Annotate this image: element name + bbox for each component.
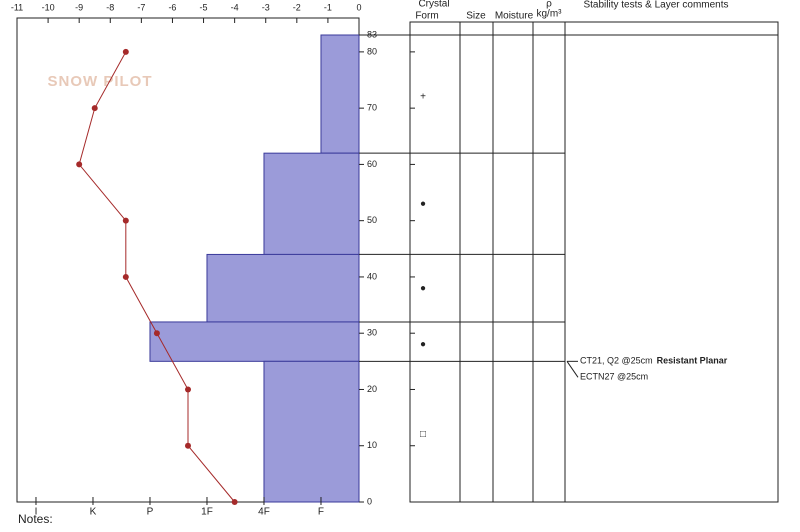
depth-tick-label: 70 [367, 103, 377, 113]
hardness-bar [263, 360, 360, 503]
grain-form: ● [420, 283, 426, 294]
depth-tick-label: 83 [367, 29, 377, 39]
grain-form: ● [420, 339, 426, 350]
hardness-tick-label: P [147, 507, 154, 518]
temperature-point [185, 386, 191, 393]
comment-emphasis: Resistant Planar [657, 356, 728, 366]
comment-text: ECTN27 @25cm [580, 372, 648, 382]
comment: ECTN27 @25cm [580, 372, 648, 382]
hardness-tick-label: 1F [201, 507, 213, 518]
grain-form: ● [420, 198, 426, 209]
grain-form: + [420, 92, 426, 103]
temperature-point [91, 105, 98, 112]
temperature-point [122, 273, 129, 280]
temp-tick-label: -6 [168, 2, 176, 12]
header-comments: Stability tests & Layer comments [583, 0, 728, 11]
hardness-bar [149, 321, 360, 362]
depth-tick-label: 30 [367, 328, 377, 338]
temperature-point [122, 48, 129, 55]
hardness-bar [206, 253, 360, 323]
temp-tick-label: -9 [75, 2, 83, 12]
depth-tick-label: 10 [367, 440, 377, 450]
hardness-tick-label: F [318, 507, 324, 518]
depth-tick-label: 40 [367, 271, 377, 281]
temp-tick-label: -4 [231, 2, 239, 12]
header-density-unit: kg/m³ [537, 9, 563, 20]
table-frame [409, 21, 779, 503]
temperature-point [231, 499, 238, 505]
temperature-point [122, 217, 129, 224]
comment: CT21, Q2 @25cm Resistant Planar [580, 356, 728, 366]
hardness-tick-label: K [90, 507, 97, 518]
depth-tick-label: 0 [367, 496, 372, 506]
header-rho: ρ [546, 0, 552, 10]
temperature-point [185, 442, 191, 449]
temperature-point [76, 161, 83, 168]
logo: SNOW PILOT [48, 73, 153, 90]
temp-tick-label: -5 [200, 2, 208, 12]
depth-tick-label: 20 [367, 384, 377, 394]
hardness-bar [320, 34, 360, 154]
temp-tick-label: -2 [293, 2, 301, 12]
temp-tick-label: -8 [106, 2, 114, 12]
depth-tick-label: 50 [367, 215, 377, 225]
grain-form: □ [420, 429, 426, 440]
temp-tick-label: -3 [262, 2, 270, 12]
hardness-tick-label: 4F [258, 507, 270, 518]
temp-tick-label: -1 [324, 2, 332, 12]
header-size: Size [466, 11, 486, 22]
temp-tick-label: -7 [137, 2, 145, 12]
hardness-tick-label: I [35, 507, 38, 518]
depth-tick-label: 80 [367, 46, 377, 56]
table-columns [459, 22, 566, 502]
comment-arrow [566, 361, 579, 378]
header-moisture: Moisture [495, 11, 534, 22]
depth-tick-label: 60 [367, 159, 377, 169]
header-form: Form [415, 11, 438, 22]
temperature-point [153, 330, 160, 337]
hardness-bar [263, 152, 360, 255]
notes-label: Notes: [18, 512, 53, 526]
header-crystal: Crystal [418, 0, 449, 10]
comment-text: CT21, Q2 @25cm [580, 356, 653, 366]
temp-tick-label: 0 [356, 2, 361, 12]
temp-tick-label: -11 [11, 2, 23, 12]
temp-tick-label: -10 [42, 2, 55, 12]
